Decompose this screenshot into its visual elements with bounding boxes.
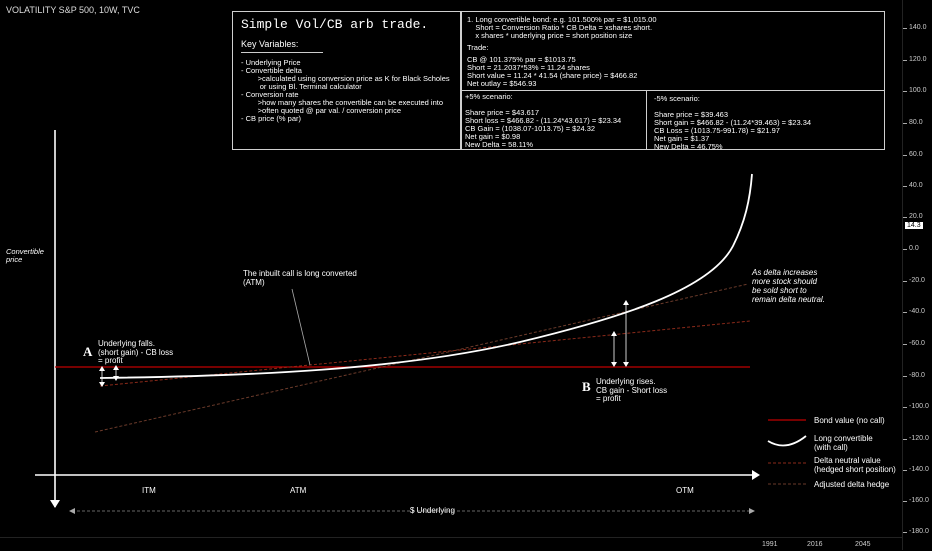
legend-swatch-convertible — [767, 435, 807, 447]
inbuilt-call-pointer — [291, 288, 311, 366]
right-price-axis: 140.0 120.0 100.0 80.0 60.0 40.0 20.0 0.0 -20.0 -… — [902, 0, 932, 550]
legend-convertible: Long convertible (with call) — [814, 434, 873, 452]
box-title: Simple Vol/CB arb trade. — [241, 17, 429, 32]
inbuilt-call-note: The inbuilt call is long converted (ATM) — [243, 269, 357, 287]
adjusted-delta-hedge-line — [94, 283, 749, 433]
price-tick: 100.0 — [909, 87, 927, 94]
x-axis-label: $ Underlying — [410, 506, 455, 515]
price-tick: 60.0 — [909, 151, 923, 158]
price-tick-mark — [903, 407, 907, 408]
y-axis-arrow — [50, 500, 60, 508]
year-2016: 2016 — [807, 541, 823, 548]
y-axis-label: Convertible price — [6, 247, 44, 264]
region-atm: ATM — [290, 486, 307, 495]
price-tick-mark — [903, 470, 907, 471]
divider-horizontal — [461, 90, 884, 91]
price-tick: 140.0 — [909, 24, 927, 31]
legend-adjusted: Adjusted delta hedge — [814, 480, 890, 489]
variables-box: Simple Vol/CB arb trade. Key Variables: … — [232, 11, 462, 150]
price-tick: -100.0 — [909, 403, 929, 410]
label-b: B — [582, 379, 591, 394]
price-tick-mark — [903, 501, 907, 502]
price-tick: 0.0 — [909, 245, 919, 252]
key-variables-heading: Key Variables: — [241, 39, 299, 49]
label-a: A — [83, 344, 93, 359]
price-tick-mark — [903, 249, 907, 250]
price-tick-mark — [903, 281, 907, 282]
price-tick-mark — [903, 186, 907, 187]
price-tick-mark — [903, 439, 907, 440]
heading-underline — [241, 52, 323, 53]
trade-box: 1. Long convertible bond: e.g. 101.500% … — [460, 11, 885, 151]
region-otm: OTM — [676, 486, 694, 495]
long-convertible-curve — [99, 173, 753, 379]
price-tick: 80.0 — [909, 119, 923, 126]
price-tick-mark — [903, 91, 907, 92]
price-tick: -160.0 — [909, 497, 929, 504]
price-tick-mark — [903, 217, 907, 218]
underlying-arrow-right — [749, 508, 755, 514]
underlying-arrow-left — [69, 508, 75, 514]
price-tick-mark — [903, 344, 907, 345]
delta-note: As delta increases more stock should be … — [752, 268, 825, 304]
year-1991: 1991 — [762, 541, 778, 548]
plus-scenario: +5% scenario: Share price = $43.617 Shor… — [465, 92, 622, 149]
x-axis-arrow — [752, 470, 760, 480]
trade-intro: 1. Long convertible bond: e.g. 101.500% … — [467, 15, 657, 40]
trade-body: CB @ 101.375% par = $1013.75 Short = 21.… — [467, 55, 638, 88]
legend-delta-neutral: Delta neutral value (hedged short positi… — [814, 456, 896, 474]
price-tick: -180.0 — [909, 528, 929, 535]
price-tick: 20.0 — [909, 213, 923, 220]
trade-heading: Trade: — [467, 43, 489, 52]
delta-neutral-line — [99, 320, 751, 387]
price-tick: -140.0 — [909, 466, 929, 473]
time-axis: 1991 2016 2045 — [0, 537, 902, 551]
price-tick: -20.0 — [909, 277, 925, 284]
price-tick-mark — [903, 532, 907, 533]
divider-vertical — [646, 90, 647, 149]
label-b-text: Underlying rises. CB gain - Short loss =… — [596, 377, 668, 403]
label-a-text: Underlying falls. (short gain) - CB loss… — [98, 339, 174, 365]
price-tick-mark — [903, 312, 907, 313]
price-tick-mark — [903, 28, 907, 29]
price-highlight-tag: 14.3 — [905, 222, 923, 229]
key-variables-list: - Underlying Price - Convertible delta >… — [241, 58, 450, 123]
price-tick: 120.0 — [909, 56, 927, 63]
year-2045: 2045 — [855, 541, 871, 548]
price-tick-mark — [903, 123, 907, 124]
region-itm: ITM — [142, 486, 156, 495]
price-tick: -80.0 — [909, 372, 925, 379]
price-tick-mark — [903, 60, 907, 61]
price-tick: -40.0 — [909, 308, 925, 315]
price-tick: 40.0 — [909, 182, 923, 189]
price-tick: -60.0 — [909, 340, 925, 347]
legend-bond: Bond value (no call) — [814, 416, 885, 425]
chart-header-title: VOLATILITY S&P 500, 10W, TVC — [6, 5, 140, 15]
price-tick: -120.0 — [909, 435, 929, 442]
price-tick-mark — [903, 376, 907, 377]
price-tick-mark — [903, 155, 907, 156]
minus-scenario: -5% scenario: Share price = $39.463 Shor… — [654, 94, 812, 151]
